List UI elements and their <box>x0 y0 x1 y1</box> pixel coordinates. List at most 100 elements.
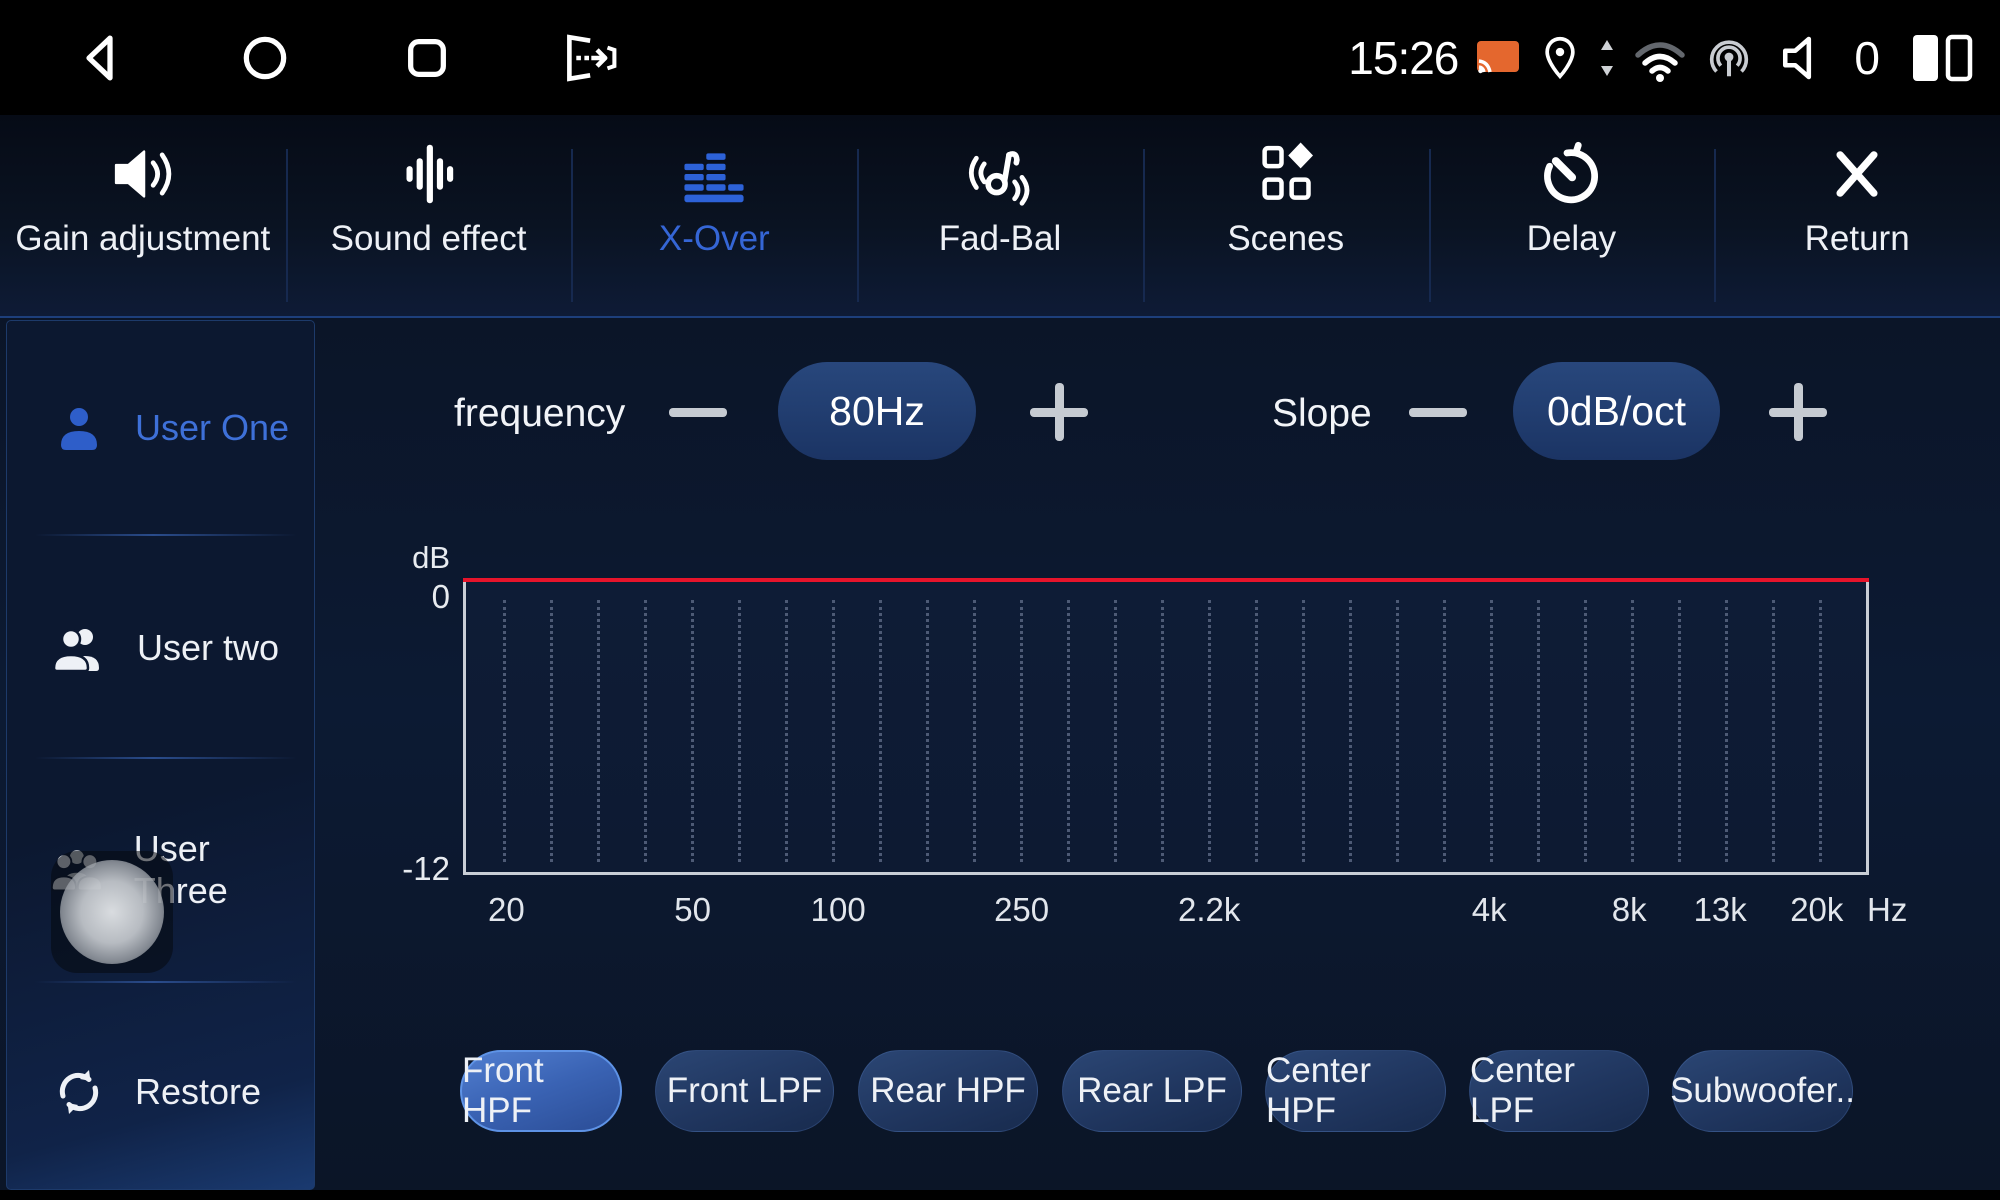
status-icon-group: 15:26 <box>1348 0 1974 115</box>
tab-label: Return <box>1804 219 1910 258</box>
tab-label: Fad-Bal <box>938 219 1062 258</box>
user-single-icon <box>61 408 97 450</box>
filter-button-center-hpf[interactable]: Center HPF <box>1265 1050 1446 1132</box>
tab-x-over[interactable]: X-Over <box>571 115 857 316</box>
recents-icon <box>408 38 446 77</box>
x-tick-label: 250 <box>994 891 1050 928</box>
gridline <box>597 600 600 862</box>
x-tick-label: 8k <box>1611 891 1647 928</box>
gridline <box>879 600 882 862</box>
slope-plus-button[interactable] <box>1763 377 1833 447</box>
recents-button[interactable] <box>396 27 458 89</box>
x-axis-ticks: Hz 20 50 100 250 2.2k 4k 8k 13k 20k <box>463 891 1907 935</box>
x-tick-label: 13k <box>1693 891 1747 928</box>
gridline <box>785 600 788 862</box>
panel-filled-icon <box>1913 34 1938 81</box>
equalizer-steps-icon <box>678 135 750 213</box>
slope-value: 0dB/oct <box>1513 362 1720 460</box>
main-content: User One User two User Three <box>0 318 2000 1190</box>
gridline <box>503 600 506 862</box>
filter-button-center-lpf[interactable]: Center LPF <box>1469 1050 1649 1132</box>
tab-return[interactable]: Return <box>1714 115 2000 316</box>
gridline <box>1443 600 1446 862</box>
volume-icon <box>1778 30 1836 86</box>
tab-label: X-Over <box>658 219 770 258</box>
tab-delay[interactable]: Delay <box>1428 115 1715 316</box>
minus-icon <box>669 407 727 417</box>
y-tick-label: -12 <box>402 850 450 887</box>
gridline <box>1067 600 1070 862</box>
tab-sound-effect[interactable]: Sound effect <box>285 115 572 316</box>
y-axis-label: dB <box>412 540 450 575</box>
volume-level: 0 <box>1854 31 1880 84</box>
user-double-icon <box>52 628 99 673</box>
frequency-label: frequency <box>454 392 626 435</box>
clock: 15:26 <box>1348 31 1459 84</box>
note-waves-icon <box>964 135 1036 213</box>
tab-scenes[interactable]: Scenes <box>1142 115 1429 316</box>
sidebar-item-label: User two <box>137 627 280 668</box>
frequency-plus-button[interactable] <box>1024 377 1094 447</box>
chart-series-line <box>463 578 1869 582</box>
gridline <box>550 600 553 862</box>
gridline <box>1396 600 1399 862</box>
gridline <box>1631 600 1634 862</box>
filter-button-front-lpf[interactable]: Front LPF <box>655 1050 834 1132</box>
exit-app-button[interactable] <box>558 27 620 89</box>
gridline <box>1161 600 1164 862</box>
gridline <box>1819 600 1822 862</box>
sidebar-divider <box>35 534 297 536</box>
sidebar-item-restore[interactable]: Restore <box>25 1042 300 1142</box>
nav-button-group <box>72 0 620 115</box>
frequency-minus-button[interactable] <box>663 377 733 447</box>
tab-label: Sound effect <box>330 219 527 258</box>
gridline <box>1208 600 1211 862</box>
location-icon <box>1538 33 1582 83</box>
status-bar: 15:26 <box>0 0 2000 117</box>
sidebar-item-label: User One <box>135 407 290 448</box>
exit-app-icon <box>567 34 617 81</box>
sidebar-item-label: Restore <box>135 1071 262 1112</box>
scenes-grid-icon <box>1250 135 1322 213</box>
back-icon <box>86 35 113 80</box>
gridline <box>1349 600 1352 862</box>
slope-minus-button[interactable] <box>1403 377 1473 447</box>
gridline <box>691 600 694 862</box>
home-button[interactable] <box>234 27 296 89</box>
x-tick-label: 4k <box>1471 891 1507 928</box>
filter-button-rear-hpf[interactable]: Rear HPF <box>858 1050 1038 1132</box>
plot-area <box>463 578 1869 875</box>
x-tick-label: 100 <box>810 891 866 928</box>
back-button[interactable] <box>72 27 134 89</box>
filter-button-front-hpf[interactable]: Front HPF <box>460 1050 622 1132</box>
gridline <box>1114 600 1117 862</box>
filter-button-rear-lpf[interactable]: Rear LPF <box>1062 1050 1242 1132</box>
x-unit-label: Hz <box>1867 891 1908 928</box>
gridline <box>738 600 741 862</box>
gridline <box>832 600 835 862</box>
tab-label: Scenes <box>1227 219 1345 258</box>
plus-icon <box>1769 383 1827 441</box>
tab-gain-adjustment[interactable]: Gain adjustment <box>0 115 286 316</box>
filter-button-subwoofer[interactable]: Subwoofer.. <box>1670 1050 1855 1132</box>
sidebar-item-user-two[interactable]: User two <box>25 598 300 698</box>
gridline <box>1255 600 1258 862</box>
y-tick-label: 0 <box>431 578 450 615</box>
tab-label: Delay <box>1526 219 1617 258</box>
x-tick-label: 20 <box>488 891 525 928</box>
touch-indicator-circle <box>60 860 164 964</box>
gridline <box>1490 600 1493 862</box>
panel-icons <box>1912 33 1974 83</box>
x-tick-label: 50 <box>674 891 711 928</box>
touch-indicator <box>51 851 173 973</box>
gridline <box>1725 600 1728 862</box>
tab-fad-bal[interactable]: Fad-Bal <box>857 115 1143 316</box>
sidebar: User One User two User Three <box>6 320 315 1190</box>
gridline <box>1020 600 1023 862</box>
restore-arrows-icon <box>59 1070 99 1114</box>
waveform-bars-icon <box>393 135 465 213</box>
sidebar-item-user-one[interactable]: User One <box>25 378 300 478</box>
tab-bar: Gain adjustment Sound effect <box>0 115 2000 318</box>
gridline <box>973 600 976 862</box>
gridline <box>1678 600 1681 862</box>
